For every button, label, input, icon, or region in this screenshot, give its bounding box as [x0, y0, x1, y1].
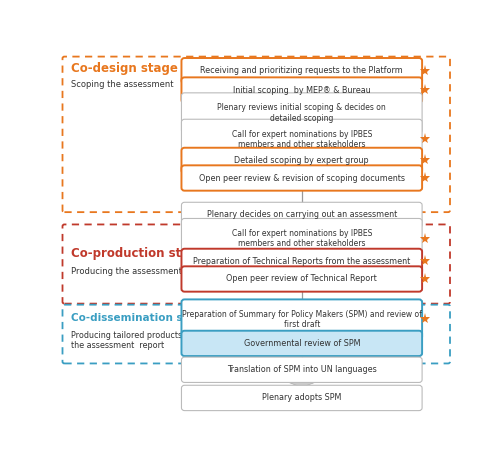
Text: Detailed scoping by expert group: Detailed scoping by expert group [234, 156, 369, 165]
Text: Initial scoping  by MEP® & Bureau: Initial scoping by MEP® & Bureau [233, 85, 370, 95]
Text: Co-dissemination stage: Co-dissemination stage [71, 313, 210, 323]
Text: Open peer review & revision of scoping documents: Open peer review & revision of scoping d… [199, 174, 405, 182]
Text: Governmental review of SPM: Governmental review of SPM [244, 339, 360, 348]
Text: Plenary reviews initial scoping & decides on
detailed scoping: Plenary reviews initial scoping & decide… [218, 103, 386, 122]
FancyBboxPatch shape [182, 165, 422, 191]
Text: Scoping the assessment: Scoping the assessment [71, 80, 174, 89]
FancyBboxPatch shape [182, 93, 422, 133]
Polygon shape [278, 378, 325, 388]
Text: Plenary adopts SPM: Plenary adopts SPM [262, 393, 342, 403]
FancyBboxPatch shape [182, 77, 422, 103]
FancyBboxPatch shape [62, 305, 450, 363]
FancyBboxPatch shape [182, 119, 422, 159]
FancyBboxPatch shape [182, 148, 422, 173]
FancyBboxPatch shape [182, 202, 422, 228]
FancyBboxPatch shape [182, 266, 422, 292]
FancyBboxPatch shape [182, 299, 422, 340]
Text: Co-design stage: Co-design stage [71, 63, 178, 75]
Text: Call for expert nominations by IPBES
members and other stakeholders: Call for expert nominations by IPBES mem… [232, 130, 372, 149]
FancyBboxPatch shape [182, 218, 422, 259]
Text: Preparation of Summary for Policy Makers (SPM) and review of
first draft: Preparation of Summary for Policy Makers… [182, 310, 422, 329]
FancyBboxPatch shape [182, 249, 422, 274]
Text: Co-production stage: Co-production stage [71, 247, 206, 260]
FancyBboxPatch shape [62, 57, 450, 212]
FancyBboxPatch shape [62, 224, 450, 303]
Text: Receiving and prioritizing requests to the Platform: Receiving and prioritizing requests to t… [200, 66, 403, 75]
FancyBboxPatch shape [182, 331, 422, 356]
Text: Call for expert nominations by IPBES
members and other stakeholders: Call for expert nominations by IPBES mem… [232, 229, 372, 248]
FancyBboxPatch shape [182, 357, 422, 383]
FancyBboxPatch shape [182, 58, 422, 83]
Text: Preparation of Technical Reports from the assessment: Preparation of Technical Reports from th… [193, 257, 410, 266]
Text: Producing tailored products from
the assessment  report: Producing tailored products from the ass… [71, 331, 204, 350]
FancyBboxPatch shape [182, 385, 422, 410]
Text: Plenary decides on carrying out an assessment: Plenary decides on carrying out an asses… [206, 211, 397, 219]
Text: Open peer review of Technical Report: Open peer review of Technical Report [226, 275, 377, 283]
Text: Translation of SPM into UN languages: Translation of SPM into UN languages [227, 365, 376, 374]
Text: Producing the assessment report: Producing the assessment report [71, 266, 210, 276]
